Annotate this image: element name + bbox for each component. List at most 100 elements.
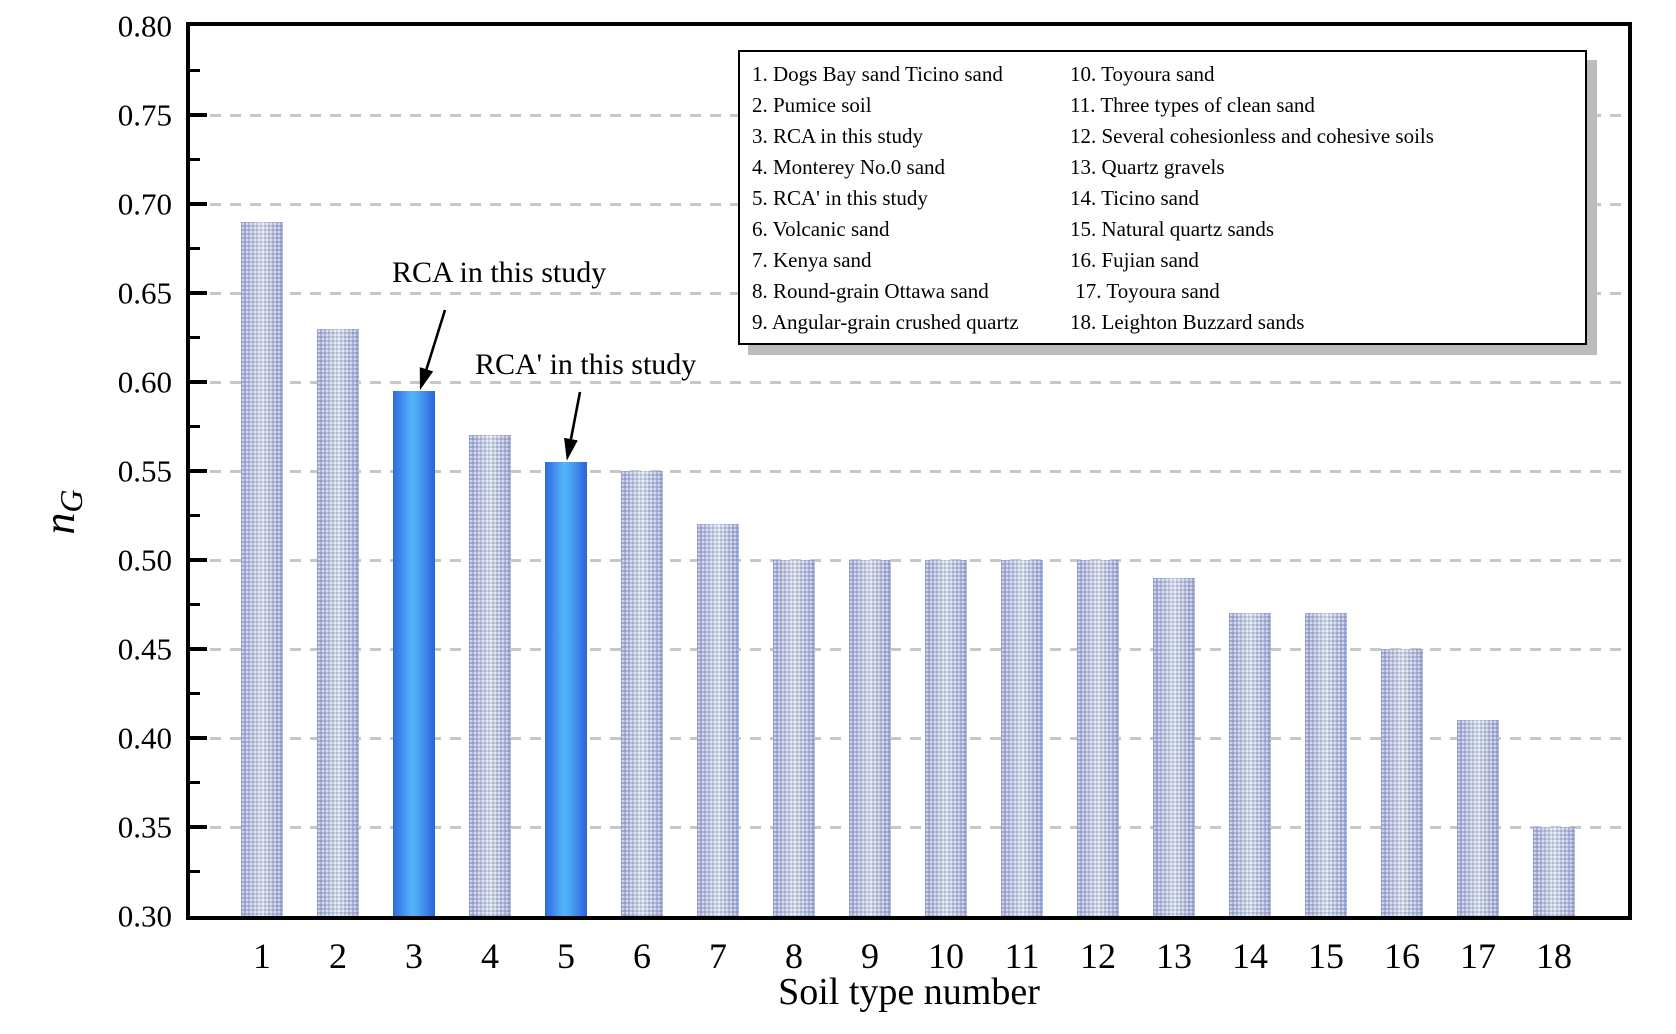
- x-tick-label-18: 18: [1536, 936, 1572, 976]
- x-tick-label-4: 4: [481, 936, 499, 976]
- legend-item-18: 18. Leighton Buzzard sands: [1070, 310, 1305, 334]
- legend-item-2: 2. Pumice soil: [752, 93, 872, 117]
- y-tick-label-0.70: 0.70: [117, 186, 172, 222]
- y-tick-label-0.80: 0.80: [117, 8, 172, 44]
- y-major-tick: [190, 113, 207, 117]
- legend-box: 1. Dogs Bay sand Ticino sand 2. Pumice so…: [738, 50, 1587, 345]
- bar-16: [1381, 649, 1423, 916]
- y-major-tick: [190, 380, 207, 384]
- y-major-tick: [190, 825, 207, 829]
- x-tick-label-15: 15: [1308, 936, 1344, 976]
- bar-5-highlighted: [545, 462, 587, 916]
- bar-10: [925, 560, 967, 916]
- annotation-arrow-rca: [419, 309, 447, 391]
- y-minor-tick: [190, 870, 200, 873]
- y-axis-title-base: n: [35, 512, 84, 535]
- y-major-tick: [190, 558, 207, 562]
- y-tick-label-0.65: 0.65: [117, 275, 172, 311]
- legend-item-13: 13. Quartz gravels: [1070, 155, 1225, 179]
- x-tick-label-12: 12: [1080, 936, 1116, 976]
- gridline-0.35: [190, 825, 1628, 829]
- gridline-0.60: [190, 380, 1628, 384]
- y-minor-tick: [190, 781, 200, 784]
- plot-area: RCA in this study RCA' in this study 1. …: [186, 22, 1632, 920]
- annotation-rca-prime: RCA' in this study: [475, 348, 697, 381]
- y-major-tick: [190, 647, 207, 651]
- legend-item-3: 3. RCA in this study: [752, 124, 923, 148]
- y-tick-label-0.35: 0.35: [117, 809, 172, 845]
- legend-item-11: 11. Three types of clean sand: [1070, 93, 1315, 117]
- y-minor-tick: [190, 603, 200, 606]
- y-tick-label-0.60: 0.60: [117, 364, 172, 400]
- x-tick-label-2: 2: [329, 936, 347, 976]
- legend-item-17: 17. Toyoura sand: [1070, 279, 1220, 303]
- bar-6: [621, 471, 663, 916]
- y-major-tick: [190, 202, 207, 206]
- gridline-0.40: [190, 736, 1628, 740]
- x-tick-label-6: 6: [633, 936, 651, 976]
- legend-item-5: 5. RCA' in this study: [752, 186, 928, 210]
- y-major-tick: [190, 469, 207, 473]
- legend-item-6: 6. Volcanic sand: [752, 217, 890, 241]
- legend-item-7: 7. Kenya sand: [752, 248, 872, 272]
- y-tick-label-0.55: 0.55: [117, 453, 172, 489]
- y-minor-tick: [190, 692, 200, 695]
- bar-12: [1077, 560, 1119, 916]
- bar-8: [773, 560, 815, 916]
- y-minor-tick: [190, 158, 200, 161]
- gridline-0.50: [190, 558, 1628, 562]
- gridline-0.55: [190, 469, 1628, 473]
- bar-14: [1229, 613, 1271, 916]
- x-tick-label-13: 13: [1156, 936, 1192, 976]
- bar-1: [241, 221, 283, 916]
- x-axis-title: Soil type number: [778, 971, 1040, 1013]
- gridline-0.45: [190, 647, 1628, 651]
- x-tick-label-8: 8: [785, 936, 803, 976]
- bar-18: [1533, 827, 1575, 916]
- legend-item-8: 8. Round-grain Ottawa sand: [752, 279, 989, 303]
- bar-17: [1457, 720, 1499, 916]
- x-tick-label-3: 3: [405, 936, 423, 976]
- bar-11: [1001, 560, 1043, 916]
- legend-item-14: 14. Ticino sand: [1070, 186, 1199, 210]
- legend-item-12: 12. Several cohesionless and cohesive so…: [1070, 124, 1434, 148]
- x-tick-label-10: 10: [928, 936, 964, 976]
- legend-item-9: 9. Angular-grain crushed quartz: [752, 310, 1019, 334]
- legend-item-16: 16. Fujian sand: [1070, 248, 1199, 272]
- legend-item-1: 1. Dogs Bay sand Ticino sand: [752, 62, 1003, 86]
- y-tick-label-0.40: 0.40: [117, 720, 172, 756]
- legend-item-10: 10. Toyoura sand: [1070, 62, 1215, 86]
- bar-4: [469, 435, 511, 916]
- annotation-arrow-rca-prime: [564, 391, 582, 461]
- y-major-tick: [190, 736, 207, 740]
- y-tick-label-0.30: 0.30: [117, 898, 172, 934]
- y-minor-tick: [190, 425, 200, 428]
- x-tick-label-1: 1: [253, 936, 271, 976]
- x-tick-label-9: 9: [861, 936, 879, 976]
- bar-3-highlighted: [393, 390, 435, 916]
- y-tick-label-0.50: 0.50: [117, 542, 172, 578]
- annotation-rca: RCA in this study: [392, 256, 607, 289]
- x-tick-label-11: 11: [1004, 936, 1040, 976]
- bar-2: [317, 328, 359, 916]
- y-minor-tick: [190, 336, 200, 339]
- legend-item-4: 4. Monterey No.0 sand: [752, 155, 946, 179]
- y-tick-label-0.45: 0.45: [117, 631, 172, 667]
- x-tick-label-16: 16: [1384, 936, 1420, 976]
- y-axis-title-subscript: G: [53, 489, 89, 513]
- x-tick-label-5: 5: [557, 936, 575, 976]
- bar-15: [1305, 613, 1347, 916]
- x-tick-label-14: 14: [1232, 936, 1268, 976]
- bar-13: [1153, 577, 1195, 916]
- legend-item-15: 15. Natural quartz sands: [1070, 217, 1275, 241]
- y-major-tick: [190, 291, 207, 295]
- y-minor-tick: [190, 69, 200, 72]
- x-tick-label-17: 17: [1460, 936, 1496, 976]
- y-minor-tick: [190, 514, 200, 517]
- y-minor-tick: [190, 247, 200, 250]
- y-tick-label-0.75: 0.75: [117, 97, 172, 133]
- bar-7: [697, 524, 739, 916]
- bar-9: [849, 560, 891, 916]
- x-tick-label-7: 7: [709, 936, 727, 976]
